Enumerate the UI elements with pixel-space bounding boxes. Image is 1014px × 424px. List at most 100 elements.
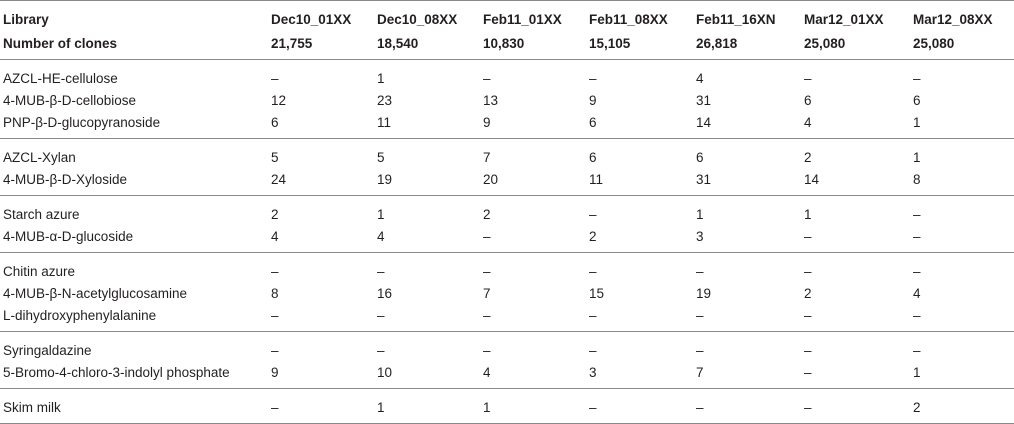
clone-hit-count: 2 xyxy=(804,285,812,301)
clone-hit-count: 2 xyxy=(271,206,279,222)
clone-hit-count: – xyxy=(913,307,921,323)
clone-hit-count: – xyxy=(589,206,597,222)
clone-hit-count: – xyxy=(271,263,279,279)
clone-count: 25,080 xyxy=(913,35,955,51)
clone-count: 26,818 xyxy=(696,35,738,51)
clone-hit-count: 4 xyxy=(913,285,921,301)
clone-hit-count: 10 xyxy=(377,364,393,380)
clone-hit-count: 1 xyxy=(483,399,491,415)
clone-hit-count: – xyxy=(589,70,597,86)
clone-hit-count: – xyxy=(696,307,704,323)
clone-hit-count: – xyxy=(804,342,812,358)
clone-hit-count: 4 xyxy=(377,228,385,244)
clone-hit-count: 19 xyxy=(696,285,712,301)
clone-hit-count: – xyxy=(483,342,491,358)
table-row: PNP-β-D-glucopyranoside 6 11 9 6 14 4 1 xyxy=(0,111,1014,139)
clone-count: 15,105 xyxy=(589,35,631,51)
clone-hit-count: 19 xyxy=(377,171,393,187)
clone-hit-count: – xyxy=(271,70,279,86)
table-row: Starch azure 2 1 2 – 1 1 – xyxy=(0,196,1014,226)
clone-hit-count: – xyxy=(696,399,704,415)
clone-hit-count: – xyxy=(271,342,279,358)
clone-hit-count: – xyxy=(377,342,385,358)
clone-hit-count: 9 xyxy=(589,92,597,108)
clone-hit-count: 11 xyxy=(589,171,604,187)
table-row: Chitin azure – – – – – – – xyxy=(0,253,1014,283)
substrate-group: AZCL-HE-cellulose – 1 – – 4 – – 4-MUB-β-D-cellob… xyxy=(0,60,1014,139)
clone-hit-count: – xyxy=(913,228,921,244)
clone-hit-count: – xyxy=(804,364,812,380)
clone-hit-count: 9 xyxy=(271,364,279,380)
clone-hit-count: 20 xyxy=(483,171,499,187)
clone-hit-count: 4 xyxy=(696,70,704,86)
clone-hit-count: – xyxy=(377,307,385,323)
clone-hit-count: 3 xyxy=(589,364,597,380)
table-row: 4-MUB-β-N-acetylglucosamine 8 16 7 15 19 2 4 xyxy=(0,282,1014,304)
clone-hit-count: 7 xyxy=(696,364,704,380)
clone-hit-count: – xyxy=(804,263,812,279)
clone-hit-count: 6 xyxy=(589,149,597,165)
clone-hit-count: 11 xyxy=(377,114,392,130)
clone-hit-count: 1 xyxy=(913,149,921,165)
clone-hit-count: 31 xyxy=(696,171,712,187)
clone-hit-count: 12 xyxy=(271,92,287,108)
clone-hit-count: – xyxy=(377,263,385,279)
library-name: Dec10_08XX xyxy=(377,11,458,27)
table-row: 4-MUB-β-D-cellobiose 12 23 13 9 31 6 6 xyxy=(0,89,1014,111)
substrate-name: Skim milk xyxy=(3,399,61,415)
clone-hit-count: 5 xyxy=(271,149,279,165)
header-row-library: Library Dec10_01XX Dec10_08XX Feb11_01XX… xyxy=(0,1,1014,32)
clone-hit-count: 4 xyxy=(271,228,279,244)
clone-hit-count: – xyxy=(913,342,921,358)
substrate-name: L-dihydroxyphenylalanine xyxy=(3,307,157,323)
substrate-group: Skim milk – 1 1 – – – 2 xyxy=(0,389,1014,424)
clone-hit-count: – xyxy=(804,228,812,244)
clone-hit-count: – xyxy=(804,399,812,415)
table-row: L-dihydroxyphenylalanine – – – – – – – xyxy=(0,304,1014,332)
clone-hit-count: 6 xyxy=(271,114,279,130)
substrate-group: Chitin azure – – – – – – – 4-MUB-β-N-acetylgluco… xyxy=(0,253,1014,332)
clone-hit-count: – xyxy=(589,342,597,358)
clone-hit-count: – xyxy=(589,399,597,415)
clone-hit-count: 31 xyxy=(696,92,712,108)
clone-hit-count: 3 xyxy=(696,228,704,244)
clone-count-label: Number of clones xyxy=(3,35,118,51)
table-row: Skim milk – 1 1 – – – 2 xyxy=(0,389,1014,424)
clone-hit-count: – xyxy=(913,70,921,86)
table-row: Syringaldazine – – – – – – – xyxy=(0,332,1014,362)
substrate-name: 4-MUB-β-D-Xyloside xyxy=(3,171,128,187)
library-label: Library xyxy=(3,11,49,27)
table-row: AZCL-Xylan 5 5 7 6 6 2 1 xyxy=(0,139,1014,169)
substrate-name: 4-MUB-β-N-acetylglucosamine xyxy=(3,285,188,301)
clone-hit-count: 2 xyxy=(913,399,921,415)
library-name: Mar12_08XX xyxy=(913,11,993,27)
clone-count: 18,540 xyxy=(377,35,419,51)
clone-hit-count: 1 xyxy=(913,114,921,130)
table-row: AZCL-HE-cellulose – 1 – – 4 – – xyxy=(0,60,1014,90)
substrate-group: Syringaldazine – – – – – – –5-Bromo-4-chloro-3-… xyxy=(0,332,1014,389)
clone-hit-count: 4 xyxy=(804,114,812,130)
clone-hit-count: 2 xyxy=(804,149,812,165)
clone-count: 21,755 xyxy=(271,35,313,51)
clone-hit-count: 1 xyxy=(377,70,385,86)
substrate-name: 4-MUB-β-D-cellobiose xyxy=(3,92,137,108)
clone-hit-count: 4 xyxy=(483,364,491,380)
clone-hit-count: – xyxy=(483,228,491,244)
substrate-name: AZCL-HE-cellulose xyxy=(3,70,118,86)
clone-hit-count: 6 xyxy=(913,92,921,108)
substrate-name: Chitin azure xyxy=(3,263,76,279)
clone-hit-count: 7 xyxy=(483,285,491,301)
library-name: Feb11_01XX xyxy=(483,11,562,27)
substrate-name: 5-Bromo-4-chloro-3-indolyl phosphate xyxy=(3,364,230,380)
library-name: Feb11_08XX xyxy=(589,11,668,27)
clone-hit-count: 14 xyxy=(696,114,712,130)
clone-hit-count: 6 xyxy=(589,114,597,130)
table-row: 4-MUB-α-D-glucoside 4 4 – 2 3 – – xyxy=(0,225,1014,253)
clone-hit-count: 14 xyxy=(804,171,820,187)
substrate-group: Starch azure 2 1 2–1 1–4-MUB-α-D-glucoside 4 4… xyxy=(0,196,1014,253)
clone-hit-count: – xyxy=(696,342,704,358)
clone-hit-count: – xyxy=(913,263,921,279)
clone-hit-count: 2 xyxy=(483,206,491,222)
clone-hit-count: – xyxy=(271,307,279,323)
clone-hit-count: 6 xyxy=(696,149,704,165)
